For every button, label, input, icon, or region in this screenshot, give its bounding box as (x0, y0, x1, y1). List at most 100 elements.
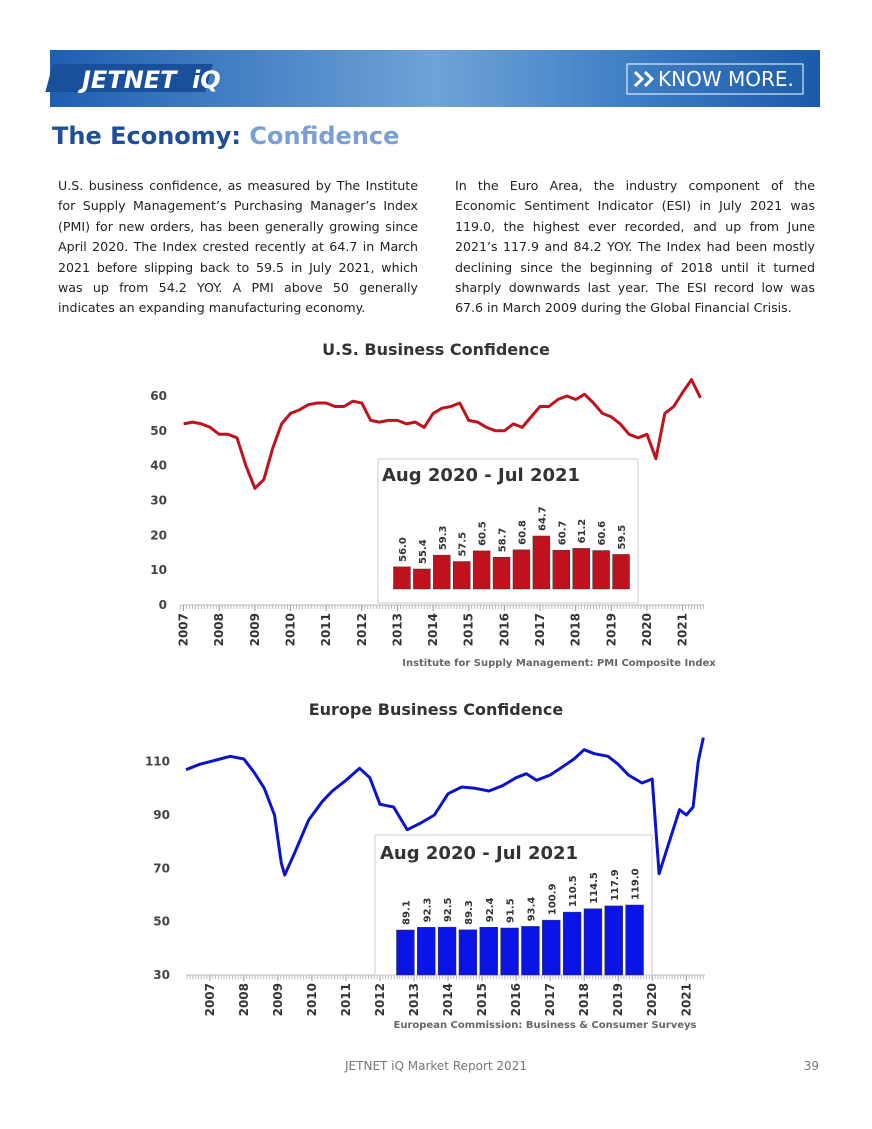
bar (583, 908, 603, 976)
x-tick-label: 2013 (390, 613, 404, 646)
bar (532, 535, 551, 590)
x-tick-label: 2008 (237, 983, 251, 1016)
bar (562, 911, 582, 976)
know-more-box[interactable] (626, 63, 804, 95)
bar (458, 929, 478, 976)
value-label: 60.8 (517, 520, 528, 545)
value-label: 59.3 (438, 525, 449, 550)
bar (453, 561, 471, 590)
chart-title: Europe Business Confidence (309, 700, 564, 719)
bar (479, 926, 498, 976)
bar (500, 927, 519, 976)
x-tick-label: 2009 (248, 613, 262, 646)
value-label: 61.2 (577, 519, 588, 544)
x-tick-label: 2010 (305, 983, 319, 1016)
x-tick-label: 2011 (319, 613, 333, 646)
x-tick-label: 2016 (497, 613, 511, 646)
value-label: 60.6 (597, 521, 608, 546)
x-tick-label: 2017 (543, 983, 557, 1016)
value-label: 57.5 (458, 532, 469, 557)
bar (572, 548, 590, 590)
x-tick-label: 2010 (284, 613, 298, 646)
logo-suffix: iQ (192, 66, 221, 94)
value-label: 119.0 (631, 868, 642, 900)
x-tick-label: 2016 (509, 983, 523, 1016)
y-tick-label: 60 (150, 389, 167, 403)
bar (433, 554, 451, 590)
value-label: 100.9 (547, 883, 558, 915)
value-label: 56.0 (398, 537, 409, 562)
footer-text: JETNET iQ Market Report 2021 (344, 1059, 527, 1073)
logo: JETNET (78, 66, 178, 94)
y-tick-label: 90 (153, 808, 170, 822)
value-label: 89.3 (464, 900, 475, 925)
value-label: 60.7 (557, 520, 568, 545)
bar (393, 566, 411, 590)
bar (592, 550, 610, 590)
x-tick-label: 2013 (407, 983, 421, 1016)
bar (604, 905, 623, 976)
bar (552, 549, 570, 590)
x-tick-label: 2018 (569, 613, 583, 646)
value-label: 64.7 (537, 506, 548, 531)
source: Institute for Supply Management: PMI Com… (402, 658, 716, 669)
y-tick-label: 0 (159, 598, 167, 612)
value-label: 59.5 (617, 525, 628, 550)
inset-title: Aug 2020 - Jul 2021 (380, 843, 578, 864)
x-tick-label: 2019 (611, 983, 625, 1016)
x-tick-label: 2012 (373, 983, 387, 1016)
title-sub: Confidence (249, 122, 399, 150)
y-tick-label: 50 (153, 915, 170, 929)
y-tick-label: 30 (150, 494, 167, 508)
value-label: 60.5 (478, 521, 489, 546)
paragraph: U.S. business confidence, as measured by… (58, 178, 418, 316)
x-tick-label: 2014 (426, 613, 440, 646)
chevrons (633, 70, 655, 88)
value-label: 110.5 (568, 875, 579, 907)
value-label: 117.9 (610, 869, 621, 901)
bar (492, 557, 511, 590)
bar (521, 926, 540, 976)
value-label: 114.5 (589, 872, 600, 904)
x-tick-label: 2020 (645, 983, 659, 1016)
page-number: 39 (804, 1059, 819, 1073)
value-label: 89.1 (401, 900, 412, 925)
value-label: 58.7 (498, 528, 509, 553)
value-label: 93.4 (526, 897, 537, 922)
source: European Commission: Business & Consumer… (394, 1020, 697, 1031)
bar (625, 904, 644, 976)
x-tick-label: 2008 (212, 613, 226, 646)
page-title: The Economy: Confidence (52, 122, 399, 150)
x-tick-label: 2007 (177, 613, 191, 646)
know-more[interactable]: KNOW MORE. (658, 67, 794, 91)
paragraph: In the Euro Area, the industry component… (455, 178, 815, 316)
bar (612, 554, 630, 590)
bar (542, 919, 561, 976)
x-tick-label: 2020 (640, 613, 654, 646)
y-tick-label: 10 (150, 563, 167, 577)
x-tick-label: 2012 (355, 613, 369, 646)
value-label: 91.5 (506, 898, 517, 923)
x-tick-label: 2019 (604, 613, 618, 646)
value-label: 55.4 (418, 539, 429, 564)
logo-box (45, 64, 213, 92)
x-tick-label: 2014 (441, 983, 455, 1016)
value-label: 92.5 (443, 897, 454, 922)
y-tick-label: 40 (150, 459, 167, 473)
x-tick-label: 2015 (475, 983, 489, 1016)
y-tick-label: 110 (145, 755, 170, 769)
y-tick-label: 50 (150, 424, 167, 438)
y-tick-label: 30 (153, 968, 170, 982)
x-tick-label: 2009 (271, 983, 285, 1016)
x-tick-label: 2018 (577, 983, 591, 1016)
x-tick-label: 2021 (679, 983, 693, 1016)
x-tick-label: 2017 (533, 613, 547, 646)
bar (417, 927, 436, 976)
line (185, 737, 705, 877)
y-tick-label: 20 (150, 528, 167, 542)
bar (396, 929, 415, 976)
bar (512, 549, 531, 590)
inset-title: Aug 2020 - Jul 2021 (382, 465, 580, 486)
